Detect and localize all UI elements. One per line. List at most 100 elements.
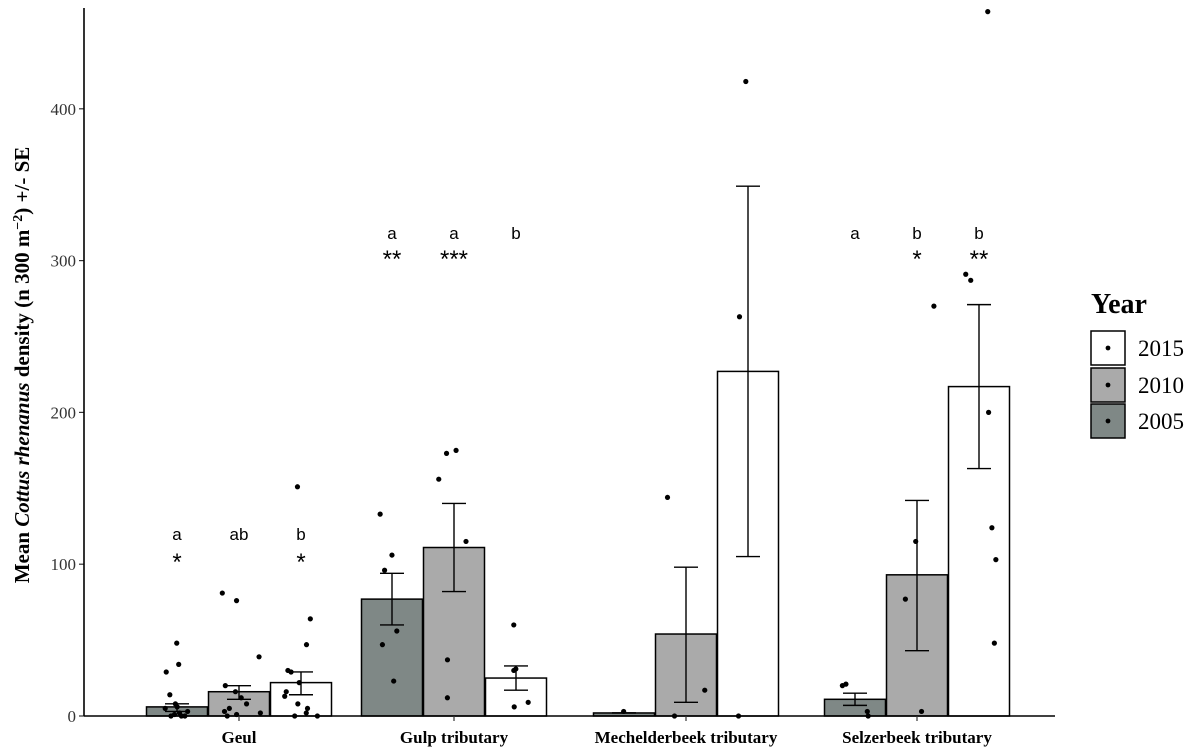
legend-point-2015: [1105, 345, 1111, 351]
significance-stars: *: [912, 246, 921, 273]
significance-letter: b: [974, 224, 983, 243]
data-point: [743, 78, 749, 85]
x-category-label: Gulp tributary: [400, 728, 509, 747]
data-point: [222, 683, 228, 689]
data-point: [389, 552, 395, 558]
data-point: [232, 689, 239, 695]
data-point: [963, 271, 969, 277]
data-point: [162, 705, 168, 712]
data-point: [226, 705, 232, 712]
data-point: [864, 708, 870, 715]
x-category-label: Geul: [222, 728, 257, 747]
data-point: [736, 314, 743, 320]
legend: Year 2015 2010 2005: [1090, 289, 1184, 439]
y-tick-label: 200: [51, 403, 77, 422]
data-point: [379, 642, 386, 648]
data-point: [453, 447, 459, 453]
data-point: [444, 657, 451, 663]
data-point: [307, 616, 313, 622]
significance-stars: ***: [440, 246, 468, 273]
legend-label-2015: 2015: [1138, 336, 1184, 361]
significance-letter: b: [296, 525, 305, 544]
data-point: [176, 661, 182, 667]
legend-point-2010: [1105, 382, 1111, 388]
data-point: [968, 277, 974, 283]
data-point: [256, 654, 262, 660]
significance-stars: **: [383, 246, 402, 273]
data-point: [511, 667, 517, 674]
data-point: [233, 598, 240, 604]
data-point: [918, 708, 925, 715]
x-category-label: Selzerbeek tributary: [842, 728, 992, 747]
significance-stars: *: [296, 549, 305, 576]
data-point: [288, 669, 294, 675]
data-point: [913, 538, 919, 545]
y-tick-label: 100: [51, 555, 77, 574]
data-point: [185, 708, 191, 715]
data-point: [444, 695, 451, 701]
axes: 0 100 200 300 400 Geul Gulp tributary Mechelder…: [51, 8, 1055, 747]
y-tick-label: 0: [68, 707, 77, 726]
data-point: [985, 9, 991, 15]
significance-stars: **: [970, 246, 989, 273]
data-point: [511, 704, 517, 710]
data-point: [902, 596, 908, 602]
data-point: [511, 622, 517, 628]
data-point: [463, 538, 469, 545]
significance-letter: b: [511, 224, 520, 243]
y-axis-label: Mean Cottus rhenanus density (n 300 m−2)…: [10, 147, 34, 584]
y-tick-label: 300: [51, 252, 77, 271]
data-point: [296, 680, 302, 686]
data-point: [381, 567, 388, 573]
data-point: [621, 708, 627, 715]
significance-letter: a: [449, 224, 459, 243]
significance-letter: a: [387, 224, 397, 243]
legend-label-2005: 2005: [1138, 409, 1184, 434]
data-point: [295, 701, 301, 707]
data-point: [525, 699, 531, 705]
data-point: [991, 640, 997, 646]
data-point: [303, 710, 309, 716]
data-point: [391, 678, 397, 684]
data-point: [993, 557, 999, 563]
significance-letter: ab: [230, 525, 249, 544]
data-point: [219, 590, 225, 596]
significance-letter: a: [850, 224, 860, 243]
data-point: [839, 683, 846, 689]
data-point: [436, 476, 442, 482]
data-point: [303, 642, 310, 648]
data-point: [664, 494, 671, 501]
significance-letter: b: [912, 224, 921, 243]
data-point: [989, 525, 995, 531]
data-point: [702, 687, 708, 693]
data-point: [394, 628, 400, 634]
data-point: [243, 701, 250, 707]
data-point: [163, 669, 169, 675]
x-category-label: Mechelderbeek tributary: [595, 728, 778, 747]
data-point: [377, 511, 383, 517]
data-point: [174, 640, 180, 646]
data-point: [931, 303, 937, 309]
significance-stars: *: [172, 549, 181, 576]
bar-2015-0: [269, 681, 333, 717]
y-axis-label-sup: −2: [11, 215, 26, 230]
data-point: [238, 695, 244, 701]
significance-letter: a: [172, 525, 182, 544]
data-point: [304, 705, 311, 712]
svg-text:Mean Cottus rhenanus density (: Mean Cottus rhenanus density (n 300 m−2)…: [10, 147, 34, 584]
legend-title: Year: [1091, 289, 1147, 320]
data-point: [257, 710, 263, 716]
data-point: [221, 708, 228, 715]
y-axis-label-pre: Mean: [10, 527, 34, 584]
data-point: [174, 704, 180, 710]
legend-point-2005: [1105, 418, 1111, 424]
y-tick-label: 400: [51, 100, 77, 119]
plot-area: a * a ** a ab a *** b * b * b b **: [145, 9, 1011, 719]
data-point: [282, 693, 288, 699]
legend-label-2010: 2010: [1138, 373, 1184, 398]
data-point: [443, 450, 450, 456]
y-axis-label-post: ) +/- SE: [10, 147, 34, 215]
data-point: [283, 689, 289, 695]
data-point: [294, 484, 301, 490]
